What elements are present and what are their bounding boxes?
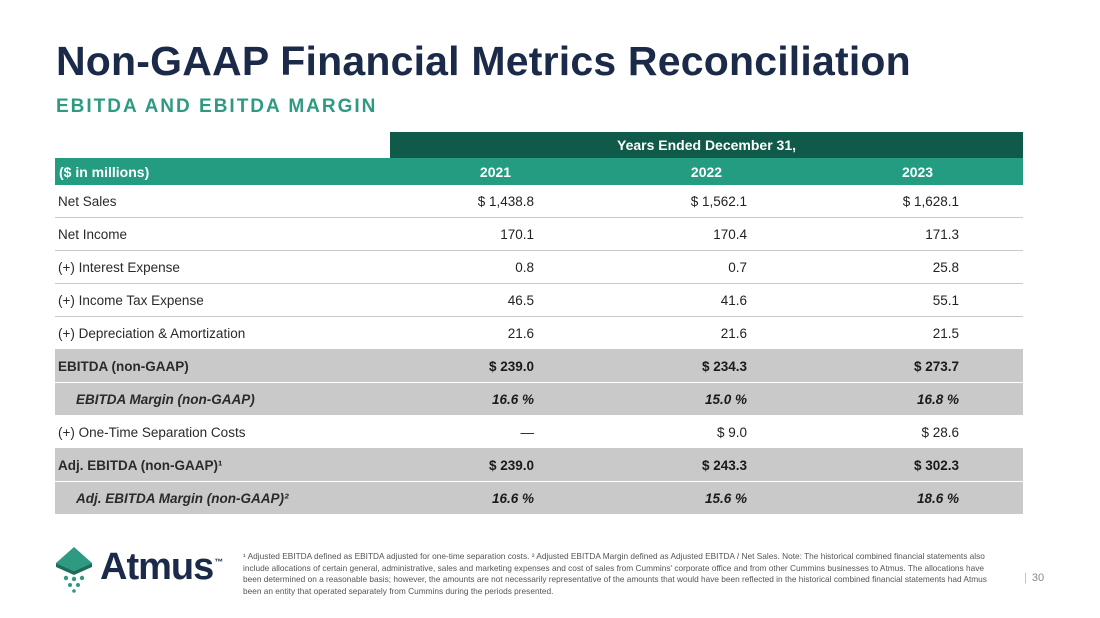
page-divider: | [1024,572,1027,584]
year-header-2022: 2022 [601,158,812,185]
atmus-mark-icon [56,547,92,593]
table-group-header-row: Years Ended December 31, [55,132,1024,158]
row-label: (+) One-Time Separation Costs [55,415,390,449]
year-header-2023: 2023 [812,158,1024,185]
row-value-2021: 170.1 [390,217,601,251]
year-header-2021: 2021 [390,158,601,185]
row-income-tax-expense: (+) Income Tax Expense 46.5 41.6 55.1 [55,283,1024,317]
row-value-2022: 15.6 % [704,490,747,506]
row-value-2023: 18.6 % [917,490,960,506]
row-depreciation-amortization: (+) Depreciation & Amortization 21.6 21.… [55,316,1024,350]
row-value-2021: $ 239.0 [390,349,601,383]
row-value-2021: 16.6 % [390,382,601,416]
row-label: (+) Depreciation & Amortization [55,316,390,350]
footnote: ¹ Adjusted EBITDA defined as EBITDA adju… [243,551,987,596]
row-value-2022: 41.6 [601,283,812,317]
row-value-2022: $ 234.3 [601,349,812,383]
row-value-2021: $ 1,438.8 [390,185,601,218]
slide-title: Non-GAAP Financial Metrics Reconciliatio… [56,38,911,84]
row-ebitda: EBITDA (non-GAAP) $ 239.0 $ 234.3 $ 273.… [55,349,1024,383]
page-number: 30 [1031,572,1045,584]
row-label: (+) Income Tax Expense [55,283,390,317]
atmus-logo: Atmus™ [55,546,235,594]
row-value-2022: $ 9.0 [601,415,812,449]
row-value-2021: — [390,415,601,449]
unit-label: ($ in millions) [55,158,390,185]
row-value-2023: $ 302.3 [812,448,1024,482]
row-value-2022: 0.7 [601,250,812,284]
row-value-2021: 0.8 [390,250,601,284]
row-value-2023: $ 28.6 [812,415,1024,449]
row-value-2023: $ 1,628.1 [812,185,1024,218]
row-value-2022: 170.4 [601,217,812,251]
row-label: Adj. EBITDA Margin (non-GAAP)² [76,490,289,506]
row-value-2021: $ 239.0 [390,448,601,482]
trademark-symbol: ™ [214,557,223,568]
table-header-row: ($ in millions) 2021 2022 2023 [55,158,1024,185]
row-separation-costs: (+) One-Time Separation Costs — $ 9.0 $ … [55,415,1024,449]
row-value-2023: 21.5 [812,316,1024,350]
row-adj-ebitda: Adj. EBITDA (non-GAAP)¹ $ 239.0 $ 243.3 … [55,448,1024,482]
row-value-2021: 16.6 % [491,490,534,506]
row-value-2023: $ 273.7 [812,349,1024,383]
row-value-2023: 171.3 [812,217,1024,251]
row-value-2023: 25.8 [812,250,1024,284]
row-adj-ebitda-margin: Adj. EBITDA Margin (non-GAAP)² 16.6 % 15… [55,481,1024,514]
row-value-2022: 15.0 % [601,382,812,416]
row-value-2022: $ 243.3 [601,448,812,482]
row-ebitda-margin: EBITDA Margin (non-GAAP) 16.6 % 15.0 % 1… [55,382,1024,416]
reconciliation-table: Years Ended December 31, ($ in millions)… [55,132,1024,514]
row-value-2023: 16.8 % [812,382,1024,416]
row-value-2023: 55.1 [812,283,1024,317]
slide-subtitle: EBITDA AND EBITDA MARGIN [56,96,378,117]
row-label: EBITDA Margin (non-GAAP) [55,382,390,416]
row-label: Net Income [55,217,390,251]
logo-wordmark: Atmus [100,546,214,588]
row-interest-expense: (+) Interest Expense 0.8 0.7 25.8 [55,250,1024,284]
row-value-2021: 21.6 [390,316,601,350]
row-label: EBITDA (non-GAAP) [55,349,390,383]
row-value-2022: 21.6 [601,316,812,350]
row-net-sales: Net Sales $ 1,438.8 $ 1,562.1 $ 1,628.1 [55,185,1024,218]
row-net-income: Net Income 170.1 170.4 171.3 [55,217,1024,251]
row-label: Adj. EBITDA (non-GAAP)¹ [55,448,390,482]
row-value-2022: $ 1,562.1 [601,185,812,218]
row-label: Net Sales [55,185,390,218]
years-ended-header: Years Ended December 31, [390,132,1024,158]
row-value-2021: 46.5 [390,283,601,317]
row-label: (+) Interest Expense [55,250,390,284]
